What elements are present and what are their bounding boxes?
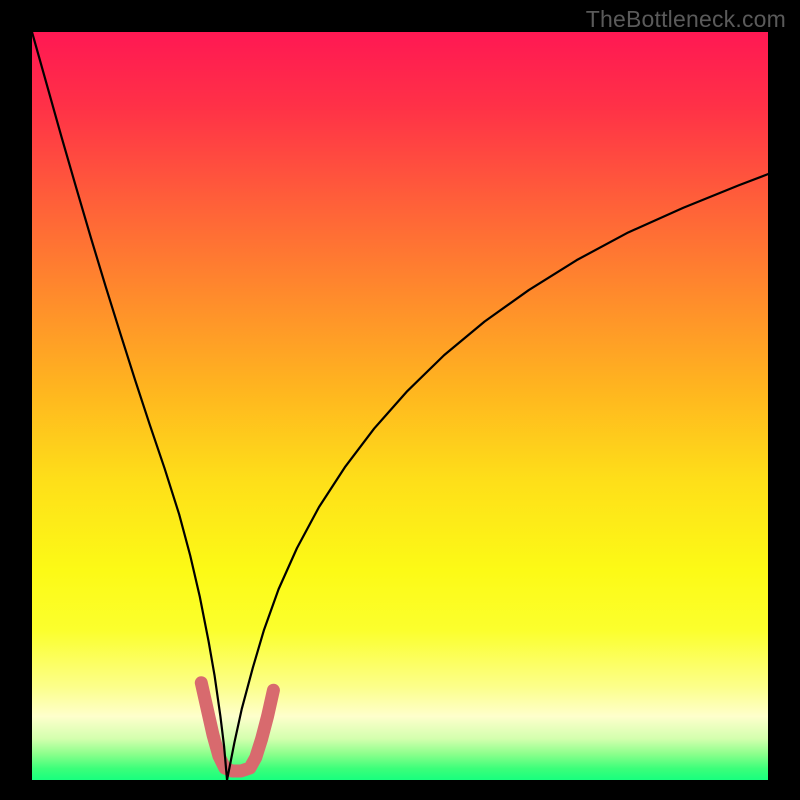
gradient-background [32,32,768,780]
watermark-text: TheBottleneck.com [586,6,786,33]
plot-area [32,32,768,780]
bottleneck-curve-chart [32,32,768,780]
chart-container: { "watermark": { "text": "TheBottleneck.… [0,0,800,800]
